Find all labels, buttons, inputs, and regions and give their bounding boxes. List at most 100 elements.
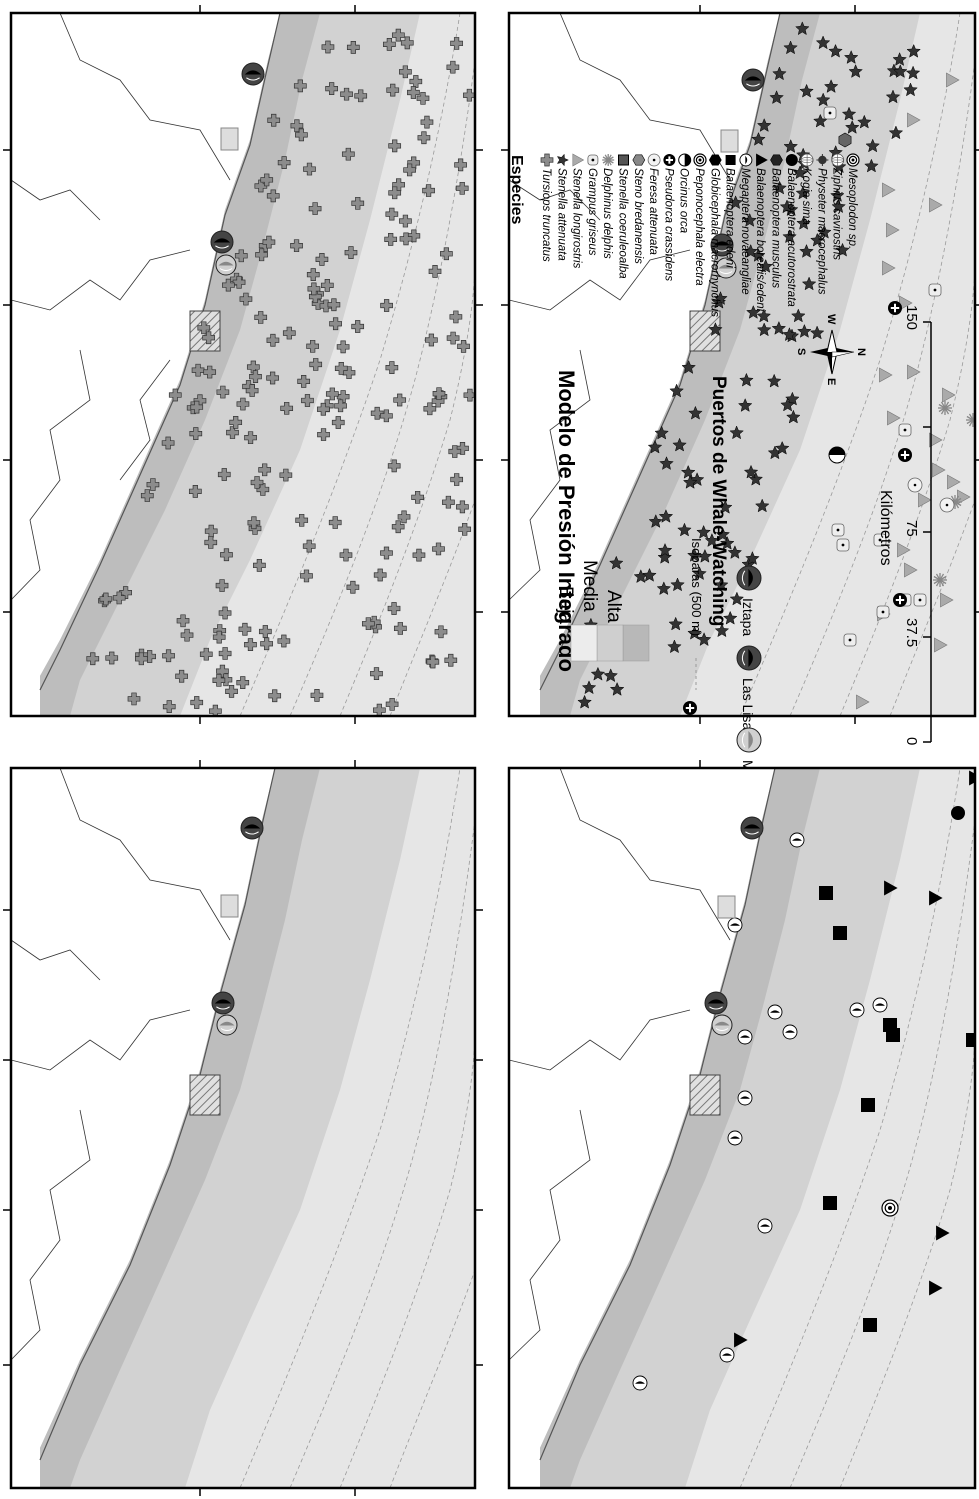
tursiops-marker bbox=[399, 214, 412, 228]
stenella-attenuata-marker bbox=[657, 549, 673, 564]
tursiops-marker bbox=[391, 520, 405, 534]
tursiops-marker bbox=[282, 326, 296, 340]
tursiops-marker bbox=[417, 131, 431, 145]
tursiops-marker bbox=[373, 568, 387, 582]
species-legend-symbol bbox=[572, 153, 585, 167]
stenella-attenuata-marker bbox=[743, 243, 758, 258]
tursiops-marker bbox=[393, 393, 407, 407]
stenella-attenuata-marker bbox=[799, 83, 814, 98]
port-whale-icon bbox=[748, 731, 753, 749]
tursiops-marker bbox=[225, 685, 238, 698]
tursiops-marker bbox=[244, 638, 257, 651]
stenella-attenuata-marker bbox=[844, 120, 860, 134]
stenella-attenuata-marker bbox=[783, 139, 799, 153]
balaenoptera-borealis-marker bbox=[929, 890, 943, 906]
map-frame-bottom-right bbox=[507, 766, 977, 1490]
tursiops-marker bbox=[440, 247, 453, 261]
species-legend-label: Balaenoptera acutorostrata bbox=[785, 168, 797, 307]
high-pressure-zone bbox=[540, 768, 820, 1488]
stenella-attenuata-marker bbox=[772, 180, 787, 195]
globicephala-marker bbox=[838, 132, 852, 148]
tursiops-marker bbox=[295, 513, 309, 527]
tursiops-marker bbox=[180, 628, 194, 642]
tursiops-marker bbox=[315, 253, 329, 266]
tursiops-marker bbox=[317, 428, 330, 441]
marker-dot-icon bbox=[836, 528, 840, 532]
tursiops-marker bbox=[239, 292, 253, 306]
port-wave-icon bbox=[741, 732, 746, 748]
tursiops-marker bbox=[234, 249, 248, 263]
species-legend-label: Stenella coeruleoalba bbox=[617, 168, 629, 279]
stenella-attenuata-marker bbox=[817, 224, 832, 239]
isobath-legend-label: Isobaras (500 m) bbox=[689, 538, 704, 636]
stenella-attenuata-marker bbox=[841, 106, 857, 121]
species-legend-label: Peponocephala electra bbox=[693, 168, 705, 286]
species-legend-symbol bbox=[816, 154, 829, 166]
whale-silhouette-icon bbox=[875, 1003, 885, 1006]
stenella-points bbox=[577, 21, 975, 715]
tursiops-marker bbox=[403, 163, 416, 177]
stenella-attenuata-marker bbox=[792, 165, 808, 180]
stenella-attenuata-marker bbox=[892, 64, 908, 78]
tursiops-marker bbox=[175, 669, 188, 683]
port-markers bbox=[704, 816, 764, 1036]
balaenoptera-borealis-marker bbox=[756, 153, 768, 167]
stenella-attenuata-marker bbox=[906, 43, 921, 58]
tursiops-marker bbox=[340, 87, 353, 101]
marker-cross-icon bbox=[665, 156, 673, 164]
port-wave-icon bbox=[715, 1028, 729, 1031]
tursiops-marker bbox=[302, 539, 316, 553]
tursiops-marker bbox=[454, 158, 467, 172]
marina-box-icon bbox=[220, 894, 239, 918]
species-legend-symbol bbox=[846, 153, 860, 167]
stenella-attenuata-marker bbox=[657, 542, 673, 557]
whale-silhouette-icon bbox=[785, 1030, 795, 1033]
tursiops-marker bbox=[336, 340, 350, 354]
marker-dot-icon bbox=[918, 598, 922, 602]
tursiops-marker bbox=[226, 426, 239, 439]
tursiops-marker bbox=[162, 700, 176, 713]
stenella-attenuata-marker bbox=[801, 276, 817, 291]
port-whale-icon bbox=[744, 76, 762, 81]
port-wave-icon bbox=[719, 271, 733, 274]
stenella-attenuata-marker bbox=[713, 577, 729, 592]
species-legend-label: Kogia sima bbox=[800, 168, 812, 225]
delphinus-marker bbox=[938, 403, 952, 413]
species-legend-label: Megaptera novaeangliae bbox=[739, 168, 751, 295]
stenella-attenuata-marker bbox=[608, 555, 624, 570]
map-panel-stenella bbox=[509, 13, 975, 716]
species-legend-symbol bbox=[556, 153, 569, 167]
stenella-attenuata-marker bbox=[577, 694, 592, 709]
stenella-attenuata-marker bbox=[758, 258, 774, 273]
isobath-lines bbox=[739, 768, 975, 1488]
tursiops-marker bbox=[321, 40, 335, 54]
stenella-longirostris-marker bbox=[856, 694, 870, 710]
whale-silhouette-icon bbox=[722, 1353, 732, 1356]
species-legend-label: Physeter macrocephalus bbox=[815, 168, 827, 295]
port-whale-icon bbox=[718, 264, 734, 269]
tursiops-marker bbox=[448, 445, 462, 458]
tursiops-marker bbox=[329, 317, 342, 331]
tursiops-marker bbox=[386, 83, 400, 97]
stenella-attenuata-marker bbox=[857, 114, 872, 129]
stenella-attenuata-marker bbox=[722, 610, 738, 625]
port-whale-icon bbox=[748, 569, 753, 587]
tursiops-marker bbox=[232, 275, 246, 289]
stenella-attenuata-marker bbox=[667, 639, 682, 654]
stenella-attenuata-marker bbox=[885, 89, 901, 104]
stenella-longirostris-marker bbox=[887, 410, 901, 426]
tursiops-marker bbox=[456, 500, 469, 514]
port-wave-icon bbox=[715, 248, 729, 252]
tursiops-marker bbox=[373, 703, 386, 716]
stenella-attenuata-marker bbox=[668, 616, 683, 631]
tursiops-marker bbox=[308, 202, 322, 215]
stenella-attenuata-marker bbox=[865, 138, 880, 153]
stenella-attenuata-marker bbox=[756, 322, 772, 337]
stenella-attenuata-marker bbox=[654, 425, 669, 440]
stenella-attenuata-marker bbox=[672, 437, 687, 452]
tursiops-marker bbox=[297, 375, 311, 388]
tursiops-marker bbox=[385, 697, 399, 711]
map-frame-top-right bbox=[507, 11, 977, 718]
species-legend-items: Tursiops truncatus Stenella attenuata Sten… bbox=[540, 153, 860, 317]
land-boundaries bbox=[11, 13, 231, 601]
